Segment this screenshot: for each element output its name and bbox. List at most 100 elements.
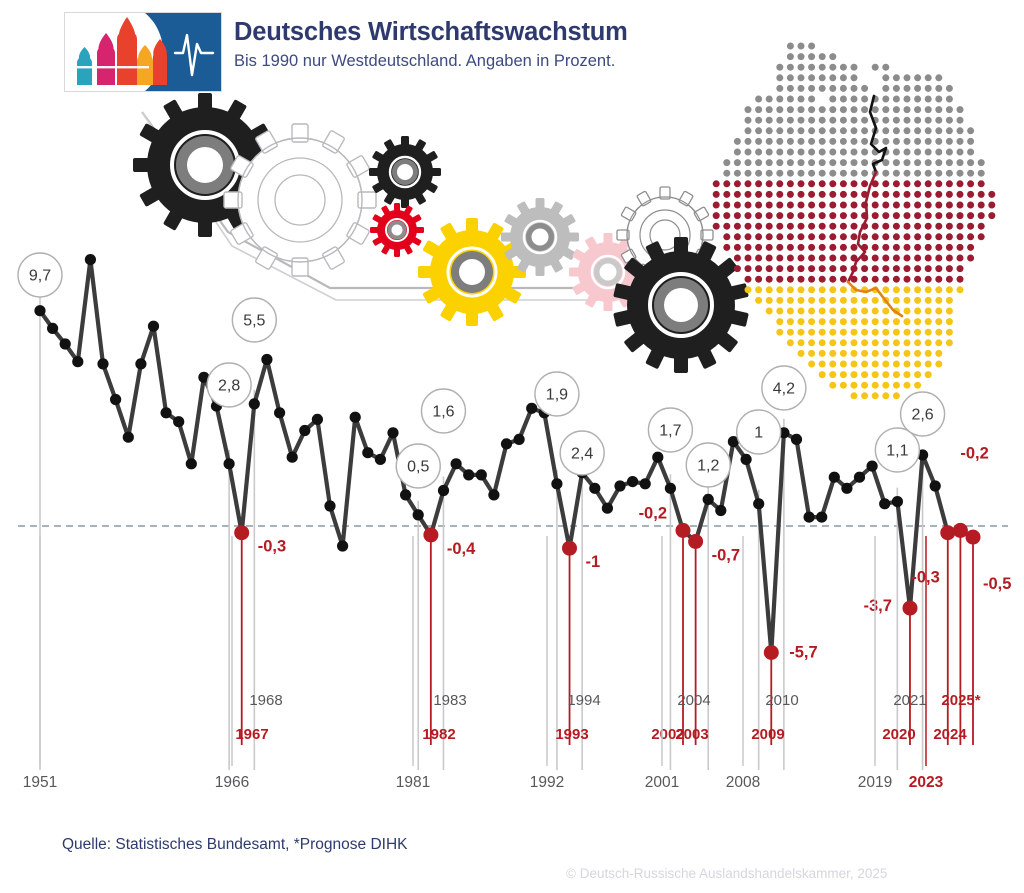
data-point (763, 645, 779, 660)
callout-year-red: 2003 (675, 726, 708, 743)
axis-year-label: 2008 (726, 774, 760, 791)
data-point (34, 305, 46, 317)
data-point (727, 436, 740, 448)
value-bubble (206, 362, 252, 408)
value-bubble (17, 252, 63, 298)
data-point (47, 322, 59, 334)
value-bubble-label: 1,1 (886, 443, 908, 460)
data-point (664, 482, 677, 494)
value-bubble (761, 365, 807, 411)
negative-value-label: -3,7 (864, 597, 892, 615)
data-point (828, 471, 840, 483)
value-bubble-label: 2,4 (571, 446, 593, 463)
data-point (274, 407, 286, 419)
callout-year-labels: 1968 1983 1994 2004 2010 2021 1967 1982 1993 2002… (235, 692, 980, 743)
data-point (173, 416, 185, 428)
data-point (500, 438, 513, 450)
value-bubble-label: 1,7 (659, 423, 681, 440)
data-point (562, 540, 577, 556)
data-point (841, 482, 853, 494)
data-point (122, 431, 134, 443)
value-callout-bubbles: 9,7 2,8 5,5 0,5 1,6 1,9 2,4 1,7 1,2 1 4,2 1,1 2,6 (17, 252, 946, 489)
value-bubble-label: 1,2 (697, 458, 719, 475)
value-bubble (420, 388, 467, 434)
data-point (688, 534, 704, 549)
data-point (299, 424, 311, 437)
data-point (475, 469, 487, 481)
data-point (940, 525, 956, 541)
copyright-note: © Deutsch-Russische Auslandshandelskamme… (566, 866, 888, 881)
callout-year-red: 1967 (235, 726, 268, 743)
data-point (853, 471, 866, 483)
data-point (702, 493, 714, 505)
data-point (437, 484, 450, 497)
callout-year-gray: 2004 (677, 692, 710, 709)
data-point (513, 433, 525, 445)
data-point (463, 469, 475, 481)
callout-year-red: 2002 (651, 726, 684, 743)
data-point (891, 496, 904, 508)
data-point (803, 511, 815, 523)
data-point (902, 600, 918, 616)
cathedral-domes (77, 17, 167, 85)
callout-year-gray: 1968 (249, 692, 282, 709)
value-bubble (395, 443, 441, 489)
data-point (753, 498, 765, 510)
data-point (715, 504, 727, 517)
axis-year-label: 1951 (23, 774, 57, 791)
page-subtitle: Bis 1990 nur Westdeutschland. Angaben in… (234, 52, 616, 71)
data-point (72, 356, 84, 368)
logo (64, 12, 222, 92)
data-point (110, 393, 122, 406)
callout-stems (39, 296, 974, 770)
value-bubble (685, 442, 731, 488)
data-points (34, 254, 981, 660)
data-point (374, 453, 386, 465)
callout-year-gray: 1994 (567, 692, 600, 709)
data-point (362, 447, 374, 459)
callout-year-red: 2025* (941, 692, 980, 709)
data-point (286, 451, 298, 463)
negative-value-label: -1 (586, 553, 601, 571)
data-point (614, 480, 626, 492)
data-point (84, 254, 96, 266)
data-point (740, 453, 752, 465)
value-bubble (899, 391, 946, 437)
data-point (488, 489, 500, 501)
value-bubble-label: 9,7 (29, 268, 51, 285)
value-bubble-label: 2,8 (218, 378, 240, 395)
source-note: Quelle: Statistisches Bundesamt, *Progno… (62, 836, 408, 853)
page-title: Deutsches Wirtschaftswachstum (234, 18, 628, 46)
data-point (551, 478, 563, 490)
data-point (387, 427, 399, 439)
data-point (639, 478, 651, 490)
callout-year-gray: 2021 (893, 692, 926, 709)
data-point (589, 482, 601, 494)
value-bubble-label: 4,2 (773, 381, 795, 398)
pulse-icon (173, 33, 215, 77)
axis-year-label: 1992 (530, 774, 564, 791)
data-point (59, 338, 71, 350)
data-point (790, 433, 803, 445)
data-point (248, 398, 260, 410)
data-point (627, 476, 639, 488)
data-point (450, 458, 462, 470)
data-point (816, 511, 828, 523)
callout-year-gray: 1983 (433, 692, 466, 709)
negative-value-label: -0,7 (712, 547, 740, 565)
data-point (223, 458, 235, 470)
data-point (866, 460, 878, 472)
data-point (324, 500, 336, 512)
axis-year-label: 1966 (215, 774, 249, 791)
callout-year-gray: 2010 (765, 692, 798, 709)
data-point (147, 320, 160, 332)
value-bubble-label: 2,6 (911, 407, 933, 424)
data-point (311, 413, 323, 425)
axis-year-label: 2001 (645, 774, 679, 791)
negative-value-label: -0,5 (983, 575, 1011, 593)
data-point (952, 522, 968, 538)
value-bubble-label: 1,9 (546, 387, 568, 404)
callout-year-red: 1982 (422, 726, 455, 743)
data-point (160, 407, 172, 419)
